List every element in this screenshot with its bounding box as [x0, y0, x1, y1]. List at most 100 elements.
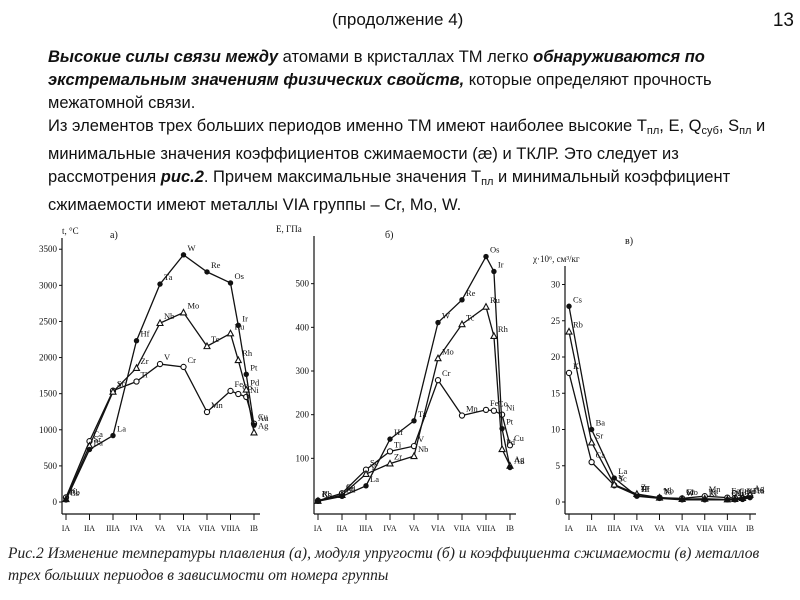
- point-label-Os: Os: [490, 245, 499, 255]
- p2-sub-1: пл: [646, 125, 660, 137]
- point-label-Ta: Ta: [664, 486, 673, 496]
- point-label-Fe: Fe: [731, 486, 740, 496]
- x-tick-label-VA: VA: [155, 524, 166, 533]
- chart-panel-1: 0 500 1000 1500 2000 2500 3000 3500 t, °C а) IA IIA…: [39, 226, 269, 533]
- point-label-Cu: Cu: [514, 433, 525, 443]
- point-Ir: [491, 268, 497, 275]
- point-label-Nb: Nb: [164, 311, 174, 321]
- point-label-Tc: Tc: [466, 312, 475, 322]
- p1-emphasis-1: Высокие силы связи между: [48, 48, 279, 66]
- x-tick-label-IVA: IVA: [383, 524, 396, 533]
- point-Fe: [227, 387, 234, 395]
- series-line-3: [65, 253, 255, 501]
- y-tick-label: 400: [296, 322, 310, 332]
- point-label-Ba: Ba: [596, 418, 606, 428]
- point-label-Rb: Rb: [322, 489, 332, 499]
- series-line-2: [568, 331, 751, 501]
- point-label-Mn: Mn: [466, 404, 479, 414]
- point-Ca: [588, 458, 595, 466]
- point-Rh: [490, 331, 498, 340]
- point-Ru: [226, 329, 235, 337]
- x-tick-label-IB: IB: [506, 524, 514, 533]
- point-Y: [109, 387, 117, 395]
- point-label-Cr: Cr: [188, 355, 197, 365]
- x-tick-label-IIIA: IIIA: [106, 524, 120, 533]
- point-Y: [610, 480, 619, 488]
- point-Cr: [434, 377, 442, 384]
- point-Cs: [566, 303, 572, 309]
- x-tick-label-IIIA: IIIA: [607, 524, 621, 533]
- point-label-Sc: Sc: [370, 458, 379, 468]
- point-Cs: [63, 497, 69, 503]
- point-label-Ni: Ni: [250, 385, 259, 395]
- y-tick-label: 0: [53, 497, 58, 507]
- point-Ir: [732, 497, 738, 503]
- series-line-3: [568, 306, 751, 501]
- point-label-Zr: Zr: [641, 482, 649, 492]
- x-tick-label-IVA: IVA: [630, 524, 643, 533]
- x-tick-label-IA: IA: [314, 524, 323, 533]
- point-Hf: [387, 436, 393, 442]
- point-label-Au: Au: [514, 456, 525, 466]
- point-Pt: [739, 496, 746, 503]
- point-label-Cs: Cs: [70, 488, 79, 498]
- panel-label: а): [110, 230, 118, 241]
- chart-panel-2: 100 200 300 400 500 E, ГПа б) IA IIA IIIA IVA VA VIA…: [276, 224, 525, 533]
- y-tick-label: 5: [556, 461, 561, 471]
- x-tick-label-VIIA: VIIA: [199, 524, 216, 533]
- point-label-Cr: Cr: [686, 486, 695, 496]
- y-tick-label: 500: [44, 461, 58, 471]
- x-tick-label-IIA: IIA: [586, 524, 597, 533]
- y-tick-label: 10: [551, 425, 561, 435]
- point-label-W: W: [188, 243, 196, 253]
- point-label-Au: Au: [258, 413, 269, 423]
- point-Mn: [203, 408, 211, 416]
- y-tick-label: 2000: [39, 353, 58, 363]
- point-Ti: [386, 448, 394, 455]
- x-tick-label-IB: IB: [250, 524, 258, 533]
- point-Ir: [235, 322, 241, 329]
- panel-label: в): [625, 236, 633, 247]
- point-label-Ag: Ag: [514, 454, 525, 464]
- p1-text-1: атомами в кристаллах ТМ легко: [278, 48, 534, 66]
- point-label-Ba: Ba: [94, 437, 104, 447]
- point-Ag: [250, 428, 258, 436]
- point-label-Sr: Sr: [94, 434, 102, 444]
- point-Au: [251, 422, 257, 428]
- point-label-Au: Au: [754, 486, 765, 496]
- y-tick-label: 1500: [39, 389, 58, 399]
- figure-caption: Рис.2 Изменение температуры плавления (а…: [8, 545, 760, 584]
- point-Ru: [482, 302, 490, 310]
- point-Mn: [458, 412, 466, 419]
- point-Os: [483, 253, 489, 260]
- point-label-Cu: Cu: [754, 485, 765, 495]
- point-Nb: [156, 318, 164, 327]
- point-label-Ta: Ta: [164, 272, 173, 282]
- point-Ti: [133, 378, 140, 385]
- point-label-Ni: Ni: [747, 486, 756, 496]
- point-Mo: [179, 308, 188, 316]
- point-label-Cu: Cu: [258, 412, 269, 422]
- point-label-Ba: Ba: [346, 484, 356, 494]
- point-label-Ni: Ni: [506, 403, 515, 413]
- point-Co: [235, 390, 242, 398]
- point-Ta: [656, 495, 663, 502]
- point-Mo: [434, 353, 442, 362]
- x-tick-label-IA: IA: [62, 524, 71, 533]
- point-Pt: [243, 371, 249, 378]
- point-Re: [702, 497, 708, 503]
- x-tick-label-IB: IB: [746, 524, 754, 533]
- point-label-Ir: Ir: [242, 313, 248, 323]
- p2-figure-ref: рис.2: [160, 168, 204, 186]
- point-label-Hf: Hf: [141, 329, 150, 339]
- point-label-Nb: Nb: [418, 444, 428, 454]
- point-label-Ti: Ti: [641, 483, 649, 493]
- point-label-Pd: Pd: [506, 437, 516, 447]
- series-line-3: [317, 255, 511, 502]
- point-label-Pd: Pd: [250, 378, 260, 388]
- point-Co: [490, 407, 498, 414]
- point-label-Cs: Cs: [573, 294, 582, 304]
- point-label-Tc: Tc: [709, 487, 718, 497]
- y-tick-label: 15: [551, 388, 561, 398]
- point-Ba: [588, 426, 595, 433]
